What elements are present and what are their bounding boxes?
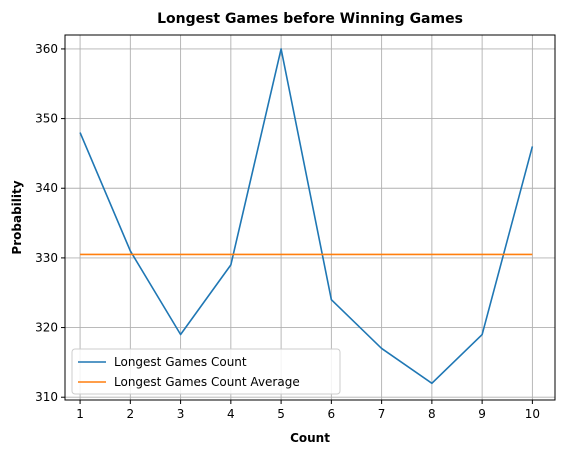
x-tick-label: 8 (428, 407, 436, 421)
y-tick-label: 340 (35, 181, 58, 195)
x-tick-label: 7 (378, 407, 386, 421)
series-layer (79, 48, 534, 385)
chart-title: Longest Games before Winning Games (157, 11, 463, 27)
x-tick-label: 3 (177, 407, 185, 421)
y-tick-label: 350 (35, 112, 58, 126)
x-axis-label: Count (290, 431, 330, 445)
legend-entry-label: Longest Games Count Average (114, 375, 300, 389)
y-tick-label: 310 (35, 390, 58, 404)
y-tick-label: 330 (35, 251, 58, 265)
legend-entry-label: Longest Games Count (114, 355, 247, 369)
grid-layer (65, 35, 555, 400)
x-tick-label: 4 (227, 407, 235, 421)
plot-frame (64, 34, 556, 401)
x-tick-label: 6 (328, 407, 336, 421)
x-tick-label: 2 (127, 407, 135, 421)
x-tick-label: 10 (525, 407, 540, 421)
x-tick-label: 5 (277, 407, 285, 421)
series-line-longest-games-count (79, 48, 534, 385)
legend-box (71, 348, 341, 395)
y-axis-label: Probability (10, 180, 24, 254)
y-tick-label: 320 (35, 321, 58, 335)
x-tick-label: 1 (76, 407, 84, 421)
x-tick-label: 9 (478, 407, 486, 421)
tick-layer: 1 2 3 4 5 6 7 8 9 10 310 320 330 340 350 360 (35, 42, 540, 421)
y-tick-label: 360 (35, 42, 58, 56)
legend: Longest Games Count Longest Games Count A… (71, 348, 341, 395)
